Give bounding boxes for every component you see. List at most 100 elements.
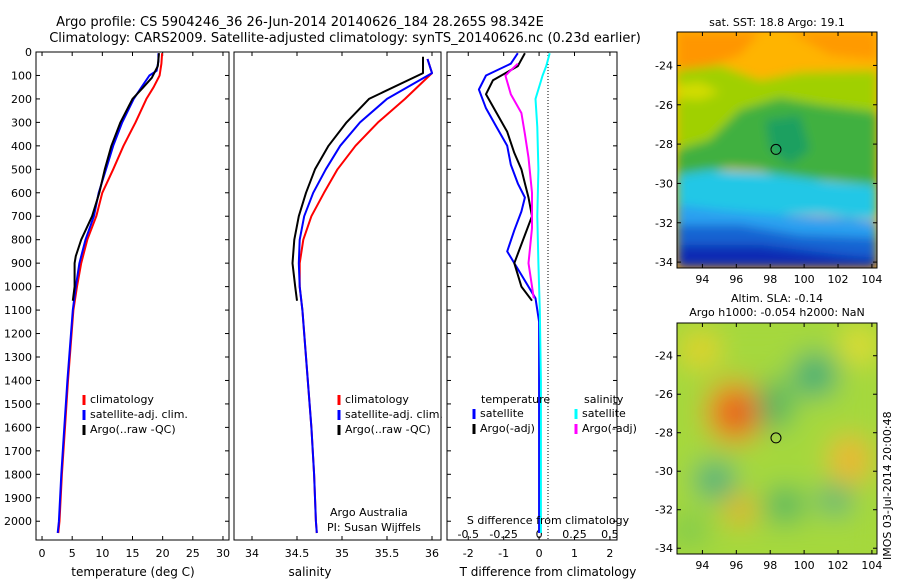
t-diff-tick-label: 2 bbox=[606, 547, 613, 560]
x-tick-label: 10 bbox=[95, 547, 109, 560]
sst-map-frame bbox=[676, 31, 878, 269]
legend-label: Argo(-adj) bbox=[582, 422, 637, 435]
difference-panel: -2 -1 0 1 2 -0.5 -0.25 0 0.25 0.5 temperature sali… bbox=[446, 51, 637, 579]
title-line-2: Climatology: CARS2009. Satellite-adjuste… bbox=[49, 31, 641, 46]
longitude-tick-label: 102 bbox=[828, 273, 849, 286]
latitude-tick-label: -26 bbox=[655, 388, 673, 401]
legend-header-salinity: salinity bbox=[584, 393, 624, 406]
salinity-annotation-line-2: PI: Susan Wijffels bbox=[327, 521, 421, 534]
depth-tick-label: 1100 bbox=[4, 304, 32, 317]
series-satellite-adj-clim- bbox=[297, 58, 433, 534]
s-difference-label: S difference from climatology bbox=[467, 514, 630, 527]
longitude-tick-label: 98 bbox=[763, 559, 777, 572]
depth-tick-label: 1200 bbox=[4, 328, 32, 341]
s-diff-tick-label: 0 bbox=[536, 528, 543, 541]
legend-label: satellite-adj. clim. bbox=[90, 408, 188, 421]
salinity-axes bbox=[233, 51, 442, 541]
depth-tick-label: 600 bbox=[11, 187, 32, 200]
series-s-argo-adj- bbox=[504, 62, 535, 299]
argo-position-marker bbox=[770, 432, 782, 444]
sst-heatmap bbox=[677, 32, 877, 268]
depth-tick-label: 800 bbox=[11, 234, 32, 247]
temperature-panel: 0100200300400500600700800900100011001200… bbox=[4, 46, 230, 579]
depth-tick-label: 1300 bbox=[4, 351, 32, 364]
salinity-annotation-line-1: Argo Australia bbox=[330, 506, 408, 519]
depth-tick-label: 0 bbox=[25, 46, 32, 59]
sla-heatmap bbox=[677, 323, 877, 554]
s-diff-tick-label: 0.5 bbox=[601, 528, 619, 541]
x-tick-label: 35 bbox=[335, 547, 349, 560]
depth-tick-label: 900 bbox=[11, 257, 32, 270]
latitude-tick-label: -32 bbox=[655, 217, 673, 230]
s-diff-tick-label: 0.25 bbox=[562, 528, 587, 541]
depth-tick-label: 1400 bbox=[4, 374, 32, 387]
x-tick-label: 20 bbox=[156, 547, 170, 560]
title-line-1: Argo profile: CS 5904246_36 26-Jun-2014 … bbox=[56, 15, 544, 30]
legend-label: satellite-adj. clim. bbox=[345, 408, 443, 421]
argo-position-marker bbox=[770, 143, 782, 155]
x-tick-label: 34.5 bbox=[285, 547, 310, 560]
longitude-tick-label: 104 bbox=[861, 559, 882, 572]
x-tick-label: 35.5 bbox=[375, 547, 400, 560]
t-difference-label: T difference from climatology bbox=[459, 565, 637, 579]
x-tick-label: 30 bbox=[216, 547, 230, 560]
series-s-satellite bbox=[534, 52, 551, 533]
longitude-tick-label: 94 bbox=[695, 273, 709, 286]
temperature-xlabel: temperature (deg C) bbox=[71, 565, 194, 579]
t-diff-tick-label: -2 bbox=[463, 547, 474, 560]
depth-tick-label: 500 bbox=[11, 163, 32, 176]
longitude-tick-label: 96 bbox=[729, 273, 743, 286]
depth-tick-label: 300 bbox=[11, 116, 32, 129]
difference-axes bbox=[446, 51, 618, 541]
latitude-tick-label: -24 bbox=[655, 59, 673, 72]
depth-tick-label: 1700 bbox=[4, 445, 32, 458]
latitude-tick-label: -28 bbox=[655, 138, 673, 151]
legend-label: Argo(..raw -QC) bbox=[90, 423, 176, 436]
depth-tick-label: 400 bbox=[11, 140, 32, 153]
sla-map-title: Altim. SLA: -0.14 bbox=[731, 292, 823, 305]
longitude-tick-label: 104 bbox=[861, 273, 882, 286]
depth-tick-label: 1500 bbox=[4, 398, 32, 411]
salinity-xlabel: salinity bbox=[288, 565, 331, 579]
legend-label: climatology bbox=[90, 393, 154, 406]
x-tick-label: 15 bbox=[126, 547, 140, 560]
t-diff-tick-label: -1 bbox=[498, 547, 509, 560]
series-t-argo-adj- bbox=[485, 52, 533, 302]
s-diff-tick-label: -0.25 bbox=[489, 528, 517, 541]
latitude-tick-label: -30 bbox=[655, 465, 673, 478]
timestamp-stamp: IMOS 03-Jul-2014 20:00:48 bbox=[881, 411, 894, 560]
sla-map-subtitle: Argo h1000: -0.054 h2000: NaN bbox=[689, 306, 865, 319]
latitude-tick-label: -26 bbox=[655, 99, 673, 112]
legend-label: satellite bbox=[480, 407, 524, 420]
sst-map-title: sat. SST: 18.8 Argo: 19.1 bbox=[709, 16, 845, 29]
series-argo-raw-qc- bbox=[71, 53, 160, 301]
longitude-tick-label: 100 bbox=[794, 273, 815, 286]
longitude-tick-label: 100 bbox=[794, 559, 815, 572]
longitude-tick-label: 102 bbox=[828, 559, 849, 572]
longitude-tick-label: 96 bbox=[729, 559, 743, 572]
depth-tick-label: 1600 bbox=[4, 421, 32, 434]
depth-tick-label: 700 bbox=[11, 210, 32, 223]
legend-header-temperature: temperature bbox=[481, 393, 550, 406]
x-tick-label: 5 bbox=[69, 547, 76, 560]
depth-tick-label: 1900 bbox=[4, 492, 32, 505]
legend-label: satellite bbox=[582, 407, 626, 420]
legend-label: climatology bbox=[345, 393, 409, 406]
series-t-satellite bbox=[477, 52, 541, 533]
latitude-tick-label: -30 bbox=[655, 177, 673, 190]
latitude-tick-label: -32 bbox=[655, 504, 673, 517]
x-tick-label: 34 bbox=[245, 547, 259, 560]
legend-label: Argo(..raw -QC) bbox=[345, 423, 431, 436]
x-tick-label: 36 bbox=[425, 547, 439, 560]
depth-tick-label: 100 bbox=[11, 69, 32, 82]
latitude-tick-label: -34 bbox=[655, 542, 673, 555]
temperature-axes bbox=[35, 51, 230, 541]
longitude-tick-label: 94 bbox=[695, 559, 709, 572]
depth-tick-label: 1000 bbox=[4, 281, 32, 294]
x-tick-label: 0 bbox=[39, 547, 46, 560]
s-diff-tick-label: -0.5 bbox=[458, 528, 479, 541]
t-diff-tick-label: 0 bbox=[536, 547, 543, 560]
sst-map-panel: sat. SST: 18.8 Argo: 19.1 94 96 98 100 102 10… bbox=[655, 16, 882, 286]
sla-map-panel: Altim. SLA: -0.14 Argo h1000: -0.054 h20… bbox=[655, 292, 882, 572]
sla-map-frame bbox=[676, 322, 878, 555]
